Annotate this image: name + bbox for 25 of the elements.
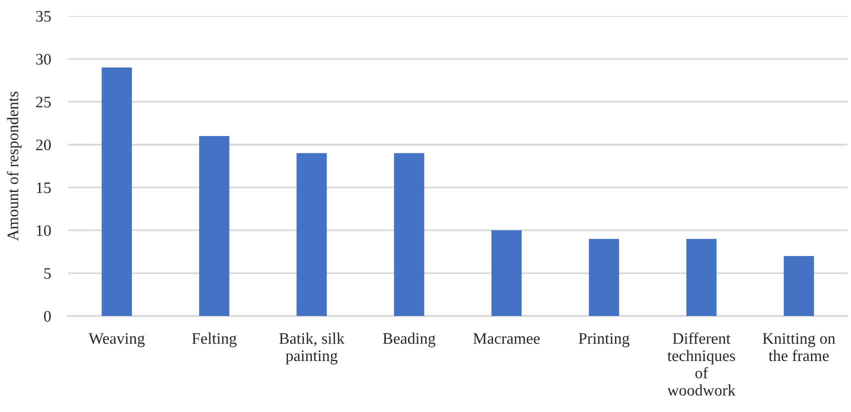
bar — [491, 230, 522, 316]
x-tick-label: Batik, silk painting — [279, 332, 345, 364]
x-tick-label: Macramee — [473, 333, 540, 344]
y-axis-title: Amount of respondents — [6, 92, 22, 241]
x-tick-label: Different techniques of woodwork — [667, 332, 736, 396]
y-tick-label: 30 — [36, 54, 51, 65]
x-tick-label: Printing — [578, 333, 630, 348]
x-tick-label: Weaving — [88, 333, 145, 348]
y-tick-label: 20 — [36, 140, 51, 150]
x-tick-label: Knitting on the frame — [762, 333, 836, 362]
y-tick-label: 35 — [36, 11, 51, 22]
bar — [784, 256, 814, 316]
bar — [296, 153, 327, 316]
y-tick-label: 15 — [36, 182, 51, 194]
x-tick-label: Felting — [192, 332, 237, 348]
bar — [199, 136, 230, 316]
y-tick-label: 5 — [44, 268, 51, 279]
bar — [102, 67, 132, 316]
x-tick-label: Beading — [382, 332, 436, 348]
bar — [686, 238, 717, 316]
bar — [588, 238, 620, 316]
bar — [394, 153, 424, 316]
y-tick-label: 0 — [44, 310, 51, 322]
y-tick-label: 25 — [36, 96, 51, 108]
y-tick-label: 10 — [36, 225, 51, 236]
